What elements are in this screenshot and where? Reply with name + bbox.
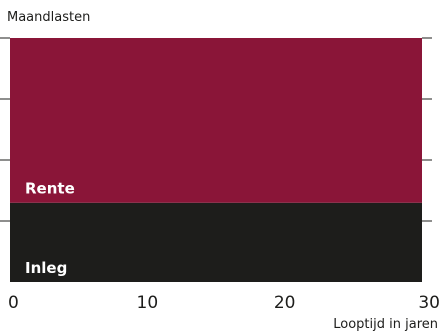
x-axis-label: Looptijd in jaren [333, 317, 438, 332]
x-tick-label-20: 20 [274, 293, 296, 313]
series-areas [10, 38, 422, 282]
area-rente [10, 38, 422, 203]
area-inleg [10, 202, 422, 282]
axis-ticks: 0 10 20 30 [0, 37, 440, 313]
x-tick-label-0: 0 [8, 293, 19, 313]
y-axis-label: Maandlasten [7, 10, 91, 25]
x-tick-label-30: 30 [418, 293, 440, 313]
series-labels: Inleg Rente [25, 180, 75, 277]
series-label-inleg: Inleg [25, 259, 67, 277]
x-tick-label-10: 10 [137, 293, 159, 313]
series-label-rente: Rente [25, 180, 75, 198]
